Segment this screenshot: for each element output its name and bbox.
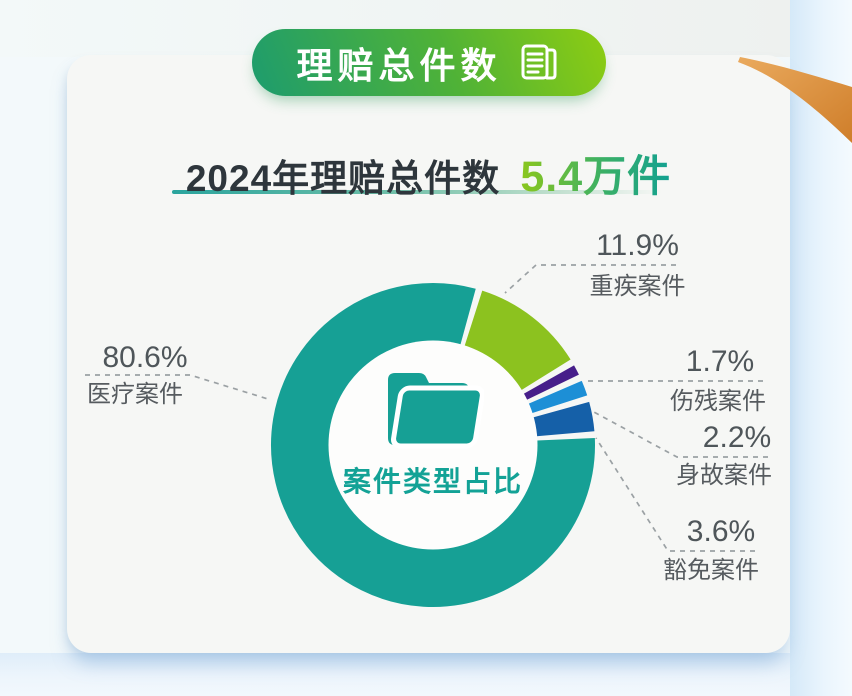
folder-icon xyxy=(388,373,484,449)
callout-waiver-pct: 3.6% xyxy=(686,515,756,548)
title-space xyxy=(505,158,516,199)
donut-slice-豁免案件 xyxy=(533,401,595,437)
orange-ribbon-decoration xyxy=(738,57,852,143)
callout-medical-pct: 80.6% xyxy=(102,341,188,374)
title-underline xyxy=(172,190,662,194)
callout-critical-illness-name: 重疾案件 xyxy=(589,273,686,300)
chart-title-prefix: 2024年理赔总件数 xyxy=(185,158,501,199)
callout-death: 2.2% xyxy=(677,422,797,454)
callout-medical-name: 医疗案件 xyxy=(87,381,183,408)
donut-center-label: 案件类型占比 xyxy=(342,466,523,497)
document-lines-icon xyxy=(521,44,556,79)
callout-medical: 80.6% xyxy=(85,342,205,374)
background-bottom-strip xyxy=(0,653,790,696)
callout-death-pct: 2.2% xyxy=(702,421,772,454)
donut-slice-身故案件 xyxy=(528,380,588,414)
chart-title: 2024年理赔总件数 5.4万件 xyxy=(67,142,790,204)
callout-critical-illness-pct: 11.9% xyxy=(596,229,679,262)
header-badge-label: 理赔总件数 xyxy=(296,44,502,86)
callout-disability-name: 伤残案件 xyxy=(670,388,766,415)
callout-disability: 1.7% xyxy=(660,346,780,378)
callout-disability-pct: 1.7% xyxy=(685,345,755,378)
callout-waiver-name: 豁免案件 xyxy=(663,557,759,584)
donut-slice-医疗案件 xyxy=(271,283,595,607)
donut-slice-重疾案件 xyxy=(463,290,571,391)
donut-chart xyxy=(271,283,595,607)
header-badge: 理赔总件数 xyxy=(252,29,606,96)
callout-critical-illness: 11.9% xyxy=(575,230,700,262)
callout-waiver: 3.6% xyxy=(661,516,781,548)
chart-title-value: 5.4万件 xyxy=(520,153,672,201)
donut-slice-伤残案件 xyxy=(523,365,579,401)
callout-death-name: 身故案件 xyxy=(676,462,772,489)
